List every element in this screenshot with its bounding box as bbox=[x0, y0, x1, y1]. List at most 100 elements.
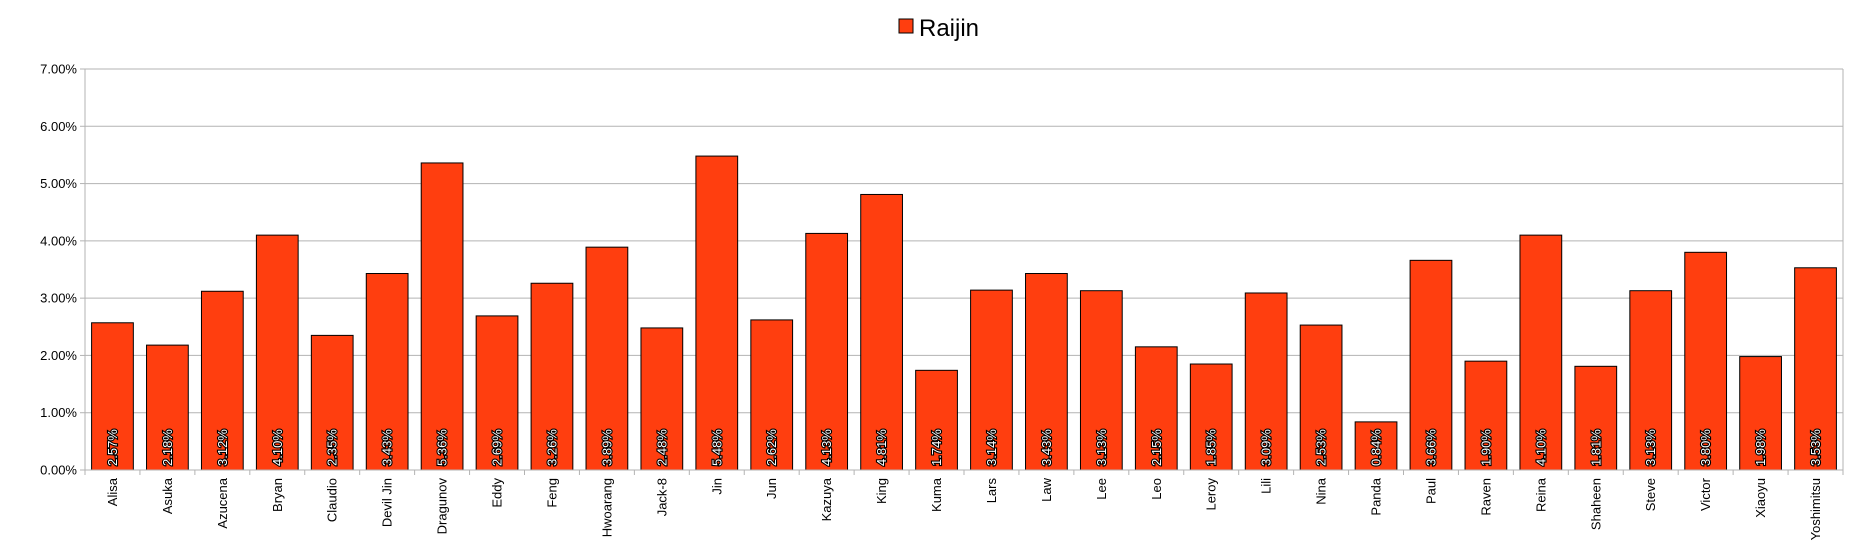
bar bbox=[1299, 324, 1343, 471]
x-tick-label: Shaheen bbox=[1588, 478, 1603, 530]
x-tick-label: Victor bbox=[1698, 477, 1713, 511]
data-label: 2.69% bbox=[490, 429, 505, 466]
data-label: 3.13% bbox=[1094, 429, 1109, 466]
bar bbox=[1079, 290, 1123, 471]
bar bbox=[1354, 421, 1398, 471]
data-label: 3.09% bbox=[1259, 429, 1274, 466]
x-tick-label: Hwoarang bbox=[599, 478, 614, 537]
bar bbox=[530, 282, 574, 471]
bar bbox=[1739, 356, 1782, 471]
data-label: 3.43% bbox=[380, 429, 395, 466]
data-labels: 2.57% 2.18% 3.12% 4.10% 2.35% 3.43% 5.36% 2.69%… bbox=[104, 428, 1824, 468]
x-tick-label: Alisa bbox=[105, 477, 120, 506]
data-label: 3.89% bbox=[599, 429, 614, 466]
data-label: 3.66% bbox=[1423, 429, 1438, 466]
bar bbox=[475, 315, 519, 471]
y-tick-label: 4.00% bbox=[40, 233, 77, 248]
bar bbox=[750, 319, 794, 471]
bar bbox=[695, 155, 739, 471]
bars bbox=[91, 155, 1837, 471]
data-label: 4.10% bbox=[1533, 429, 1548, 466]
bar bbox=[1244, 292, 1288, 471]
bar bbox=[1409, 259, 1453, 471]
data-label: 3.13% bbox=[1643, 429, 1658, 466]
bar bbox=[1519, 234, 1563, 471]
bar bbox=[1684, 251, 1728, 471]
x-tick-label: Claudio bbox=[325, 478, 340, 522]
data-label: 2.35% bbox=[325, 429, 340, 466]
data-label: 1.90% bbox=[1478, 429, 1493, 466]
legend: Raijin bbox=[898, 15, 979, 42]
x-tick-label: Devil Jin bbox=[380, 478, 395, 527]
data-label: 3.43% bbox=[1039, 429, 1054, 466]
bar bbox=[860, 193, 903, 471]
data-label: 1.81% bbox=[1588, 429, 1603, 466]
bar bbox=[91, 322, 134, 471]
data-label: 3.14% bbox=[984, 429, 999, 466]
x-tick-label: Lars bbox=[984, 478, 999, 504]
y-axis: 0.00% 1.00% 2.00% 3.00% 4.00% 5.00% 6.00% 7.00% bbox=[40, 62, 1844, 478]
bar bbox=[1464, 360, 1508, 471]
y-tick-label: 1.00% bbox=[40, 405, 77, 420]
y-tick-label: 5.00% bbox=[40, 176, 77, 191]
x-tick-label: Feng bbox=[544, 478, 559, 508]
data-label: 4.13% bbox=[819, 429, 834, 466]
data-label: 2.57% bbox=[105, 429, 120, 466]
data-label: 3.26% bbox=[544, 429, 559, 466]
bar bbox=[1025, 273, 1068, 471]
x-tick-label: Nina bbox=[1314, 477, 1329, 505]
y-tick-label: 2.00% bbox=[40, 348, 77, 363]
data-label: 1.85% bbox=[1204, 429, 1219, 466]
x-tick-label: Raven bbox=[1478, 478, 1493, 516]
x-tick-label: Kuma bbox=[929, 477, 944, 512]
x-tick-label: Lili bbox=[1259, 478, 1274, 494]
x-tick-label: Azucena bbox=[215, 477, 230, 528]
data-label: 3.53% bbox=[1808, 429, 1823, 466]
data-label: 1.74% bbox=[929, 429, 944, 466]
legend-swatch bbox=[898, 18, 914, 34]
data-label: 5.36% bbox=[435, 429, 450, 466]
x-tick-label: Jin bbox=[709, 478, 724, 495]
data-label: 4.10% bbox=[270, 429, 285, 466]
x-tick-label: Panda bbox=[1369, 477, 1384, 515]
bar bbox=[310, 334, 354, 471]
x-tick-label: Leroy bbox=[1204, 478, 1219, 511]
bar bbox=[1574, 365, 1618, 471]
x-tick-label: Paul bbox=[1423, 478, 1438, 504]
bar bbox=[200, 290, 244, 471]
x-tick-label: King bbox=[874, 478, 889, 504]
data-label: 2.48% bbox=[654, 429, 669, 466]
y-tick-label: 3.00% bbox=[40, 291, 77, 306]
bar bbox=[1189, 363, 1233, 471]
x-tick-label: Jack-8 bbox=[654, 478, 669, 516]
bar bbox=[420, 162, 464, 471]
x-tick-label: Kazuya bbox=[819, 477, 834, 521]
data-label: 2.15% bbox=[1149, 429, 1164, 466]
bar bbox=[146, 344, 189, 471]
bar bbox=[1134, 346, 1178, 471]
x-tick-label: Jun bbox=[764, 478, 779, 499]
x-tick-label: Reina bbox=[1533, 477, 1548, 512]
data-label: 0.84% bbox=[1369, 429, 1384, 466]
y-tick-label: 6.00% bbox=[40, 119, 77, 134]
x-tick-label: Dragunov bbox=[435, 478, 450, 535]
data-label: 2.62% bbox=[764, 429, 779, 466]
legend-label-raijin: Raijin bbox=[919, 15, 979, 42]
x-tick-label: Law bbox=[1039, 477, 1054, 501]
x-tick-label: Eddy bbox=[490, 478, 505, 508]
x-tick-label: Yoshimitsu bbox=[1808, 478, 1823, 540]
x-tick-label: Leo bbox=[1149, 478, 1164, 500]
x-tick-label: Lee bbox=[1094, 478, 1109, 500]
y-tick-label: 0.00% bbox=[40, 463, 77, 478]
bar bbox=[1629, 290, 1673, 471]
y-tick-label: 7.00% bbox=[40, 62, 77, 77]
data-label: 1.98% bbox=[1753, 429, 1768, 466]
x-tick-label: Bryan bbox=[270, 478, 285, 512]
data-label: 4.81% bbox=[874, 429, 889, 466]
x-tick-label: Steve bbox=[1643, 478, 1658, 511]
x-axis: Alisa Asuka Azucena Bryan Claudio Devil Jin Dr… bbox=[84, 469, 1844, 540]
bar bbox=[365, 273, 409, 471]
bar bbox=[1794, 267, 1837, 471]
x-tick-label: Asuka bbox=[160, 477, 175, 514]
